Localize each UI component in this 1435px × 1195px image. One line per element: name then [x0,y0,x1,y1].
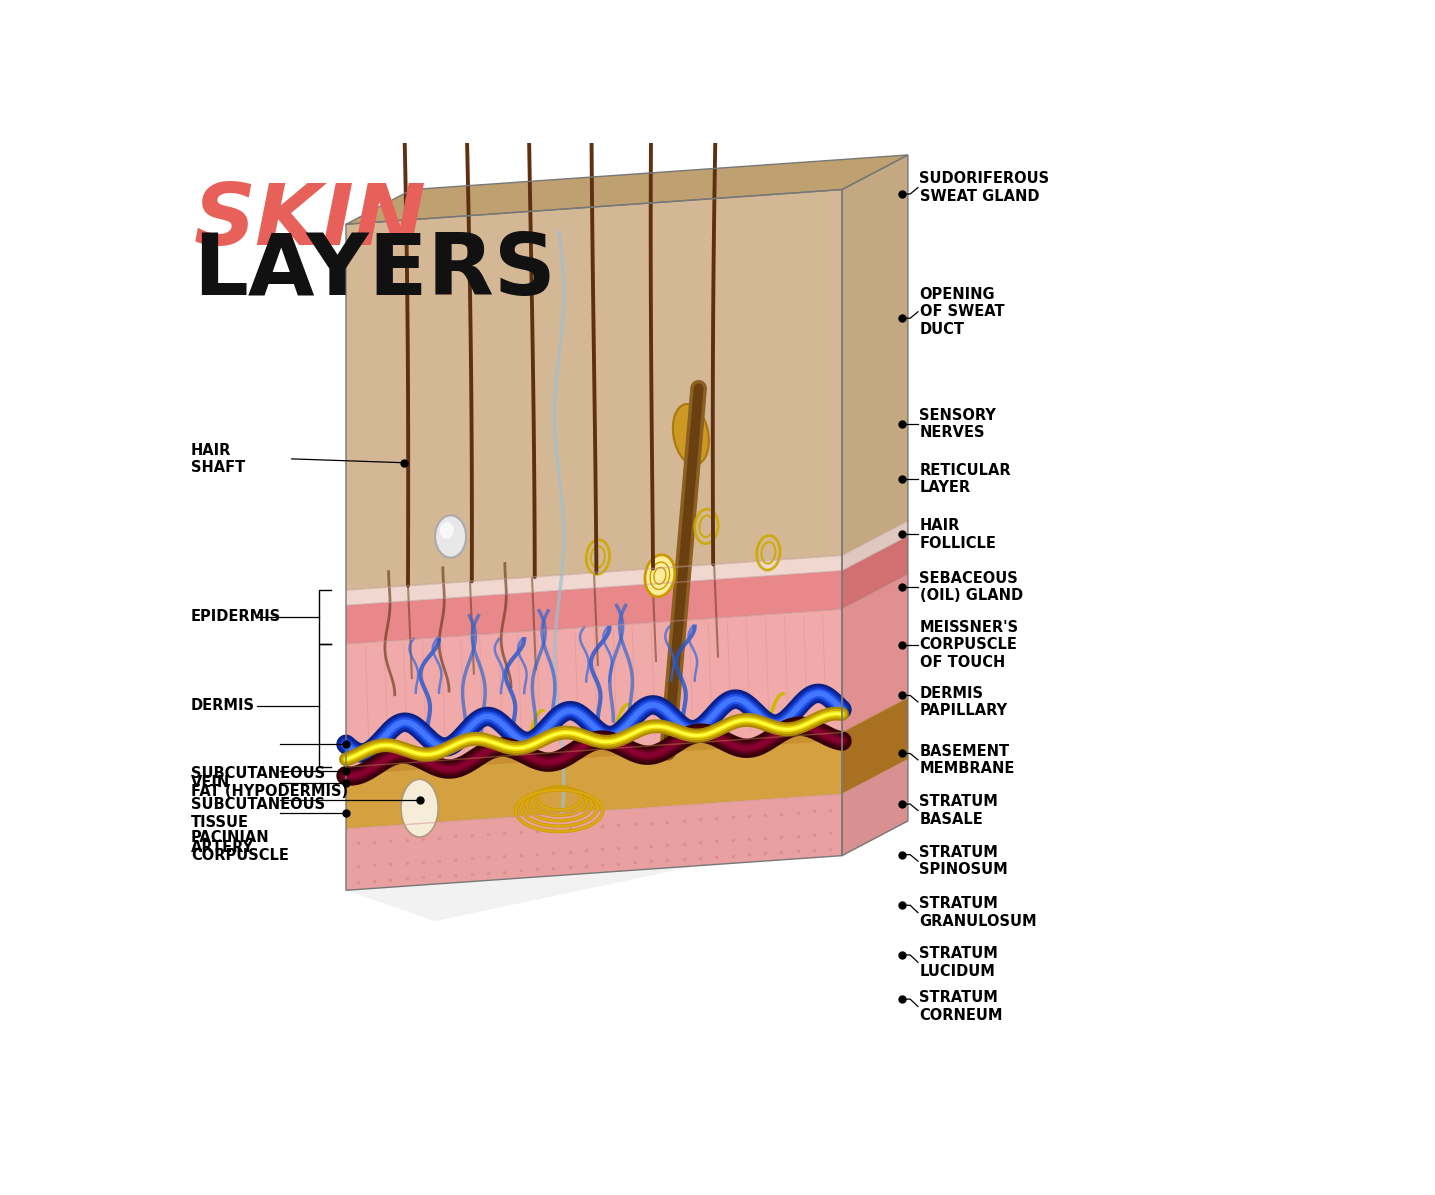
Polygon shape [346,609,842,767]
Polygon shape [346,724,842,774]
Ellipse shape [439,522,453,539]
Text: STRATUM
BASALE: STRATUM BASALE [920,795,999,827]
Text: DERMIS
PAPILLARY: DERMIS PAPILLARY [920,686,1007,718]
Text: DERMIS: DERMIS [191,698,255,713]
Polygon shape [842,698,908,793]
Text: SENSORY
NERVES: SENSORY NERVES [920,407,996,440]
Polygon shape [346,571,842,644]
Ellipse shape [644,554,674,596]
Text: HAIR
SHAFT: HAIR SHAFT [191,442,245,476]
Ellipse shape [400,779,438,836]
Text: STRATUM
GRANULOSUM: STRATUM GRANULOSUM [920,896,1038,929]
Text: LAYERS: LAYERS [194,229,557,313]
Text: VEIN: VEIN [191,776,230,790]
Polygon shape [346,793,842,890]
Text: PACINIAN
CORPUSCLE: PACINIAN CORPUSCLE [191,831,288,863]
Text: RETICULAR
LAYER: RETICULAR LAYER [920,462,1012,496]
Text: SUBCUTANEOUS
TISSUE: SUBCUTANEOUS TISSUE [191,797,326,829]
Text: SUBCUTANEOUS
FAT (HYPODERMIS): SUBCUTANEOUS FAT (HYPODERMIS) [191,766,349,798]
Polygon shape [346,733,842,828]
Ellipse shape [673,404,709,465]
Text: STRATUM
CORNEUM: STRATUM CORNEUM [920,991,1003,1023]
Polygon shape [842,537,908,609]
Text: STRATUM
SPINOSUM: STRATUM SPINOSUM [920,845,1009,877]
Ellipse shape [435,515,466,558]
Text: SKIN: SKIN [194,180,426,263]
Text: STRATUM
LUCIDUM: STRATUM LUCIDUM [920,946,999,979]
Polygon shape [842,155,908,556]
Text: HAIR
FOLLICLE: HAIR FOLLICLE [920,519,996,551]
Text: EPIDERMIS: EPIDERMIS [191,609,281,625]
Text: SEBACEOUS
(OIL) GLAND: SEBACEOUS (OIL) GLAND [920,571,1023,603]
Text: SUDORIFEROUS
SWEAT GLAND: SUDORIFEROUS SWEAT GLAND [920,171,1049,204]
Text: ARTERY: ARTERY [191,840,254,856]
Ellipse shape [410,795,429,822]
Text: MEISSNER'S
CORPUSCLE
OF TOUCH: MEISSNER'S CORPUSCLE OF TOUCH [920,620,1019,669]
Polygon shape [842,521,908,571]
Polygon shape [842,575,908,733]
Polygon shape [346,190,842,590]
Ellipse shape [415,799,425,817]
Polygon shape [346,556,842,606]
Ellipse shape [405,784,435,832]
Polygon shape [346,155,908,225]
Text: BASEMENT
MEMBRANE: BASEMENT MEMBRANE [920,743,1015,776]
Polygon shape [346,821,908,921]
Ellipse shape [408,790,432,827]
Text: OPENING
OF SWEAT
DUCT: OPENING OF SWEAT DUCT [920,287,1004,337]
Polygon shape [842,759,908,856]
